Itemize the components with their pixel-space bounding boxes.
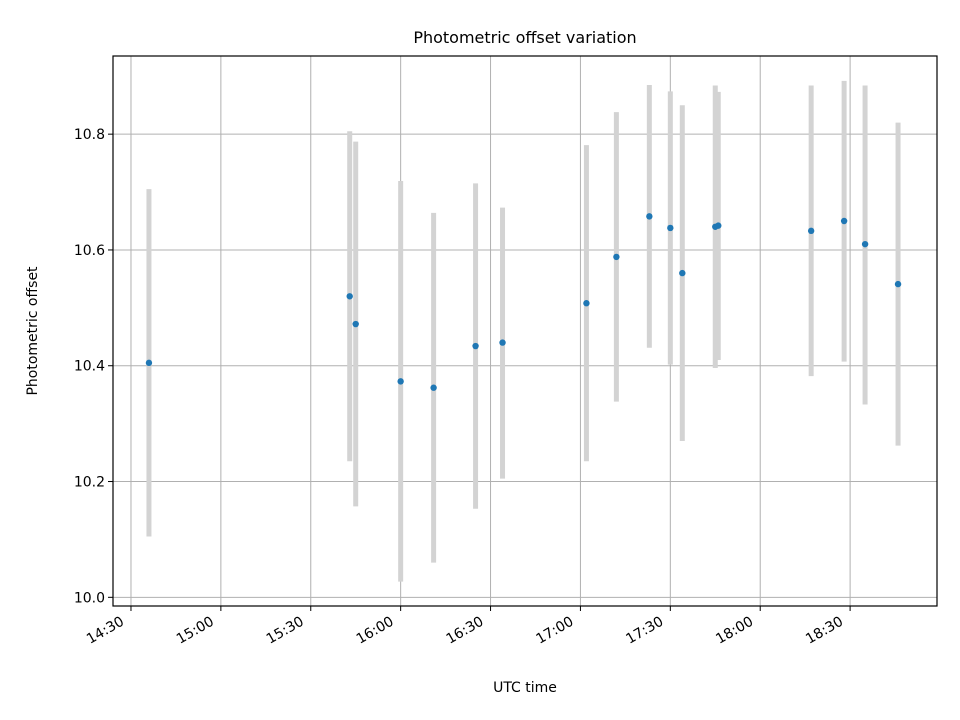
data-point xyxy=(583,300,590,307)
data-point xyxy=(145,359,153,367)
data-point xyxy=(472,342,479,350)
data-point xyxy=(646,213,653,220)
data-point xyxy=(667,224,674,232)
data-point xyxy=(499,339,506,346)
y-tick-label: 10.2 xyxy=(74,475,105,491)
y-tick-label: 10.4 xyxy=(74,359,105,375)
data-point xyxy=(894,280,902,288)
data-point xyxy=(715,222,722,229)
grid xyxy=(113,56,937,606)
data-point xyxy=(397,378,404,385)
y-axis: 10.0 10.2 10.4 10.6 10.8 xyxy=(74,127,113,606)
y-tick-label: 10.0 xyxy=(74,590,105,606)
y-tick-label: 10.8 xyxy=(74,127,105,143)
data-point xyxy=(352,320,359,328)
y-axis-label: Photometric offset xyxy=(25,266,41,396)
data-point xyxy=(679,269,686,277)
data-point xyxy=(430,384,437,391)
data-point xyxy=(346,293,353,300)
chart-title: Photometric offset variation xyxy=(413,28,636,47)
x-axis-label: UTC time xyxy=(493,680,557,696)
plot-frame xyxy=(112,55,938,607)
data-point xyxy=(613,253,620,261)
data-points xyxy=(145,213,902,391)
data-point xyxy=(861,240,869,248)
data-point xyxy=(807,227,815,235)
y-tick-label: 10.6 xyxy=(74,243,105,259)
data-point xyxy=(840,217,848,225)
